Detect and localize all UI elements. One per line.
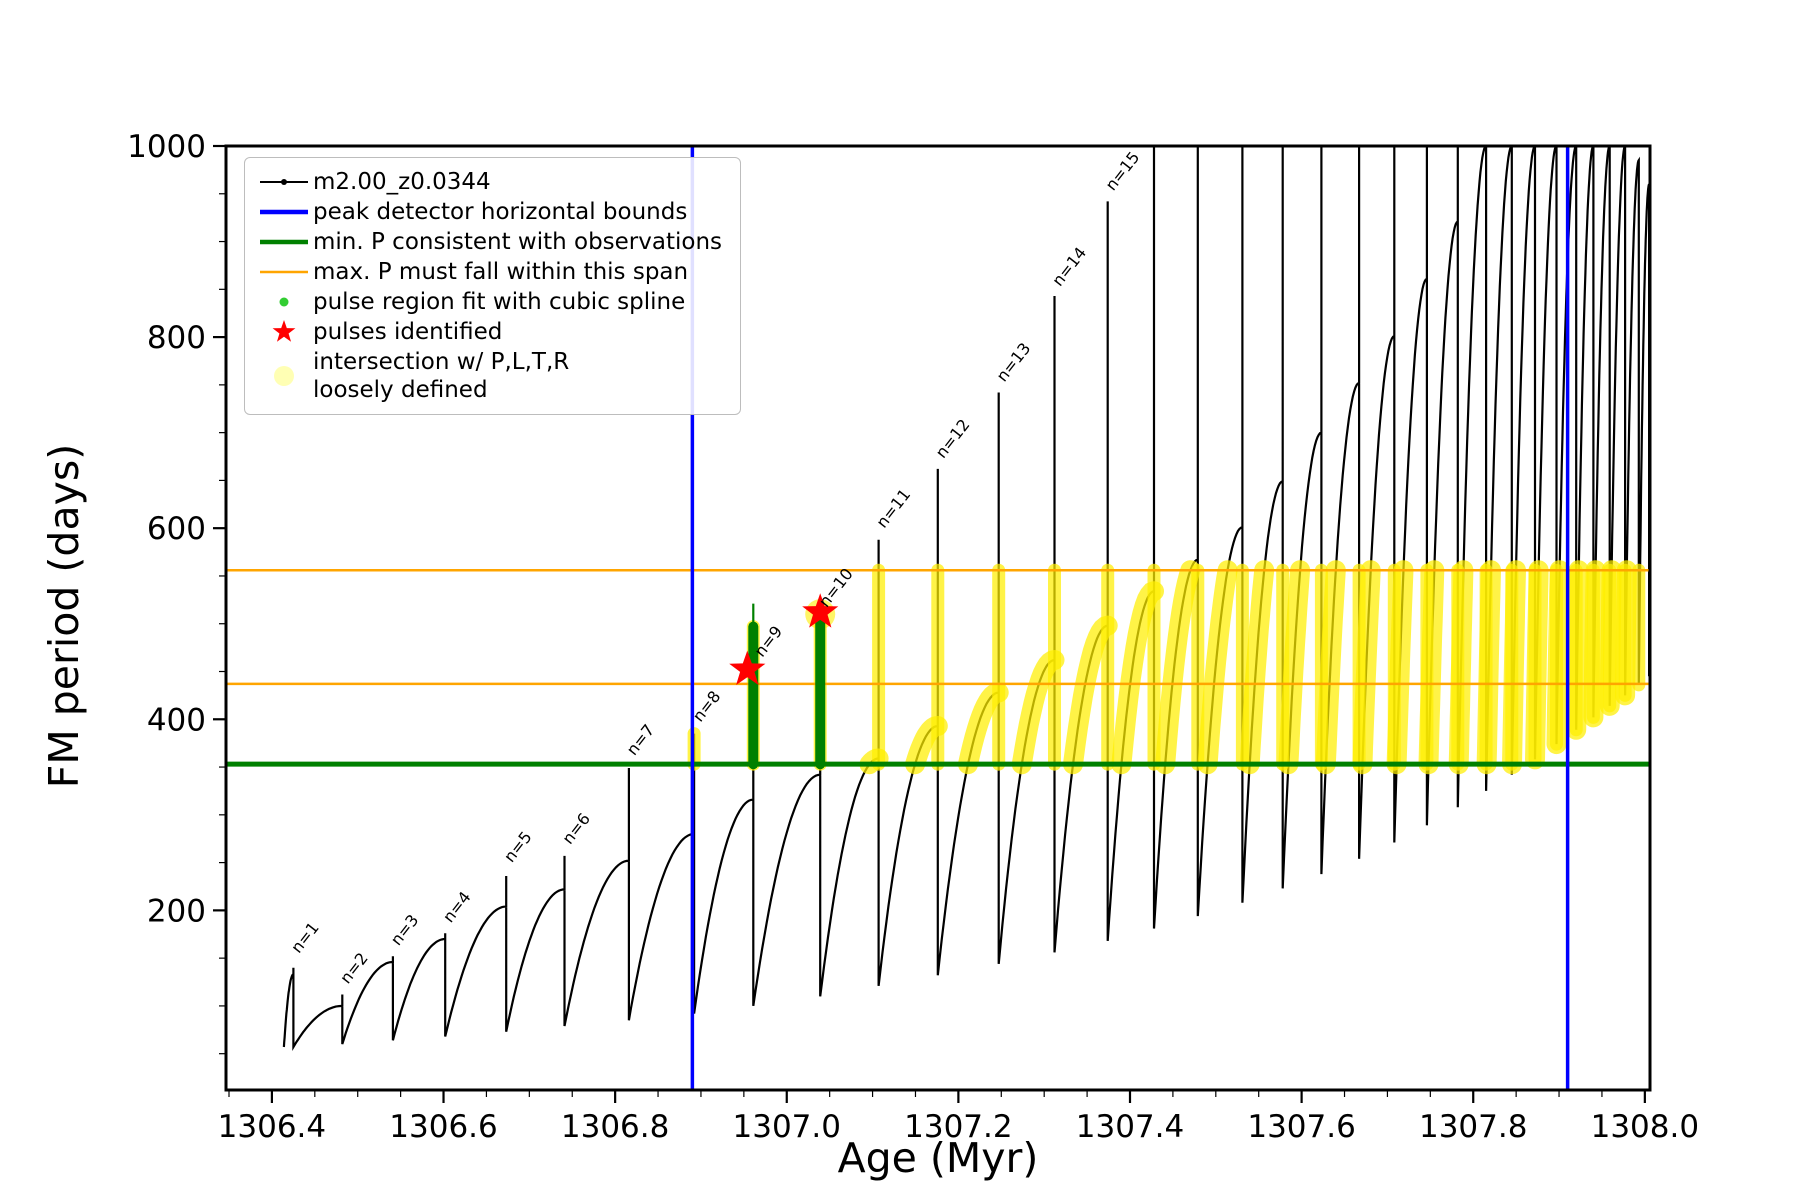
x-tick-label: 1308.0: [1591, 1109, 1699, 1145]
pulse-number-label: n=1: [287, 918, 323, 956]
legend-item-label: intersection w/ P,L,T,R loosely defined: [313, 349, 570, 404]
legend-item-label: m2.00_z0.0344: [313, 169, 491, 195]
y-tick-label: 600: [147, 511, 206, 547]
legend-item-spline: pulse region fit with cubic spline: [255, 288, 722, 316]
pulse-number-label: n=12: [932, 415, 974, 461]
pulse-star: [802, 593, 839, 628]
intersection-markers: [687, 560, 1646, 775]
pulse-number-label: n=3: [387, 911, 423, 949]
pulse-number-label: n=5: [500, 828, 536, 866]
legend-item-pulses: pulses identified: [255, 318, 722, 346]
pulse-number-label: n=7: [623, 721, 659, 759]
x-tick-label: 1307.2: [904, 1109, 1012, 1145]
pulse-number-label: n=13: [992, 339, 1034, 385]
legend-item-label: pulse region fit with cubic spline: [313, 289, 686, 316]
series-line-dot-icon: [255, 170, 313, 194]
green-dot-icon: [255, 290, 313, 314]
x-tick-label: 1307.6: [1247, 1109, 1355, 1145]
y-tick-label: 800: [147, 320, 206, 356]
pulse-number-label: n=2: [336, 949, 372, 987]
legend: m2.00_z0.0344 peak detector horizontal b…: [244, 157, 742, 416]
y-axis-label: FM period (days): [40, 443, 88, 789]
plot-area: n=1n=2n=3n=4n=5 n=6n=7n=8n=9n=10n=11n=12n…: [226, 146, 1650, 1090]
legend-item-max-p: max. P must fall within this span: [255, 258, 722, 286]
legend-item-peak-bounds: peak detector horizontal bounds: [255, 198, 722, 226]
pulse-star: [729, 650, 766, 685]
red-star-icon: [255, 319, 313, 345]
yellow-dot-icon: [255, 362, 313, 390]
pulse-number-label: n=15: [1101, 148, 1143, 194]
legend-item-label: pulses identified: [313, 319, 503, 346]
legend-item-label: max. P must fall within this span: [313, 259, 689, 286]
y-tick-label: 400: [147, 702, 206, 738]
x-tick-label: 1307.8: [1419, 1109, 1527, 1145]
pulse-number-label: n=14: [1048, 243, 1090, 289]
pulse-number-label: n=4: [439, 888, 475, 926]
x-axis-label: Age (Myr): [837, 1134, 1039, 1182]
blue-line-icon: [255, 200, 313, 224]
green-line-icon: [255, 230, 313, 254]
legend-item-intersection: intersection w/ P,L,T,R loosely defined: [255, 348, 722, 404]
legend-item-label: min. P consistent with observations: [313, 229, 723, 256]
orange-line-icon: [255, 260, 313, 284]
legend-item-label: peak detector horizontal bounds: [313, 199, 688, 226]
pulse-number-label: n=11: [872, 485, 914, 531]
x-tick-label: 1306.6: [389, 1109, 497, 1145]
x-tick-label: 1307.4: [1076, 1109, 1184, 1145]
axes-frame: [224, 144, 1652, 1092]
legend-item-series: m2.00_z0.0344: [255, 168, 722, 196]
x-tick-label: 1307.0: [733, 1109, 841, 1145]
pulse-number-label: n=6: [558, 809, 594, 847]
y-tick-label: 1000: [127, 129, 206, 165]
x-tick-label: 1306.8: [561, 1109, 669, 1145]
legend-item-min-p: min. P consistent with observations: [255, 228, 722, 256]
y-tick-label: 200: [147, 893, 206, 929]
x-tick-label: 1306.4: [218, 1109, 326, 1145]
